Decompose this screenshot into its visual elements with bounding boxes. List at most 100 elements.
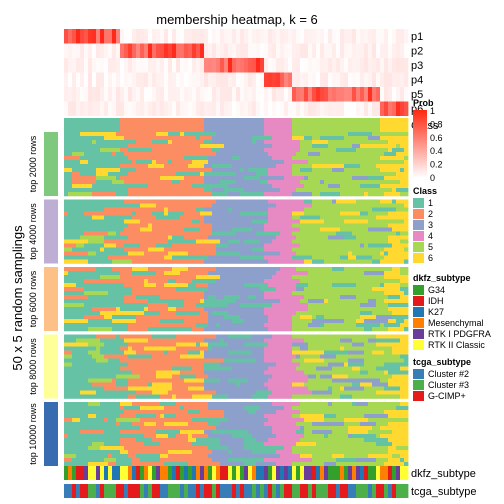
membership-cell — [292, 211, 305, 216]
prob-cell — [296, 101, 301, 116]
membership-cell — [208, 287, 217, 292]
membership-cell — [96, 180, 113, 185]
membership-cell — [172, 140, 185, 145]
membership-cell — [292, 215, 301, 220]
prob-cell — [288, 101, 293, 116]
membership-cell — [252, 311, 265, 316]
membership-cell — [276, 227, 281, 232]
prob-cell — [124, 58, 129, 73]
prob-cell — [400, 101, 405, 116]
membership-cell — [336, 354, 345, 359]
membership-cell — [196, 303, 217, 308]
prob-cell — [404, 87, 409, 102]
membership-cell — [400, 458, 405, 463]
membership-cell — [300, 410, 305, 415]
membership-cell — [292, 164, 313, 169]
membership-cell — [128, 334, 153, 339]
membership-cell — [164, 350, 169, 355]
membership-cell — [276, 164, 285, 169]
membership-cell — [172, 211, 185, 216]
membership-cell — [264, 350, 269, 355]
membership-cell — [164, 334, 177, 339]
membership-cell — [292, 275, 301, 280]
membership-cell — [188, 386, 205, 391]
membership-cell — [292, 172, 313, 177]
membership-cell — [328, 184, 341, 189]
membership-cell — [216, 418, 229, 423]
membership-cell — [72, 315, 85, 320]
membership-cell — [220, 378, 225, 383]
membership-cell — [236, 422, 241, 427]
prob-cell — [164, 87, 169, 102]
membership-cell — [208, 132, 217, 137]
membership-cell — [184, 156, 209, 161]
membership-cell — [168, 350, 177, 355]
subtype-cell — [304, 466, 309, 480]
membership-cell — [156, 418, 173, 423]
subtype-cell — [128, 466, 133, 480]
membership-cell — [368, 239, 389, 244]
membership-cell — [160, 319, 185, 324]
prob-cell — [288, 72, 293, 87]
prob-cell — [364, 87, 369, 102]
membership-cell — [300, 362, 317, 367]
membership-cell — [172, 160, 193, 165]
membership-cell — [284, 160, 289, 165]
membership-cell — [404, 390, 409, 395]
prob-cell — [76, 87, 81, 102]
prob-cell — [220, 87, 225, 102]
membership-cell — [384, 299, 397, 304]
class-cell — [268, 118, 273, 132]
membership-cell — [64, 219, 77, 224]
membership-cell — [248, 402, 253, 407]
membership-cell — [352, 176, 369, 181]
class-cell — [108, 118, 113, 132]
membership-cell — [180, 136, 197, 141]
membership-cell — [124, 243, 141, 248]
subtype-cell — [128, 484, 133, 498]
prob-cell — [120, 101, 125, 116]
membership-cell — [268, 243, 273, 248]
membership-cell — [172, 255, 189, 260]
membership-cell — [120, 438, 137, 443]
membership-cell — [304, 295, 321, 300]
prob-cell — [80, 43, 85, 58]
membership-cell — [292, 291, 309, 296]
membership-cell — [348, 450, 357, 455]
membership-cell — [200, 152, 217, 157]
membership-cell — [332, 378, 349, 383]
membership-cell — [84, 287, 109, 292]
membership-cell — [404, 136, 409, 141]
membership-cell — [240, 283, 245, 288]
membership-cell — [80, 299, 93, 304]
membership-cell — [200, 350, 205, 355]
prob-cell — [224, 87, 229, 102]
membership-cell — [352, 334, 377, 339]
membership-cell — [352, 275, 373, 280]
prob-cell — [216, 43, 221, 58]
membership-cell — [116, 192, 129, 197]
membership-cell — [336, 382, 353, 387]
membership-cell — [148, 382, 153, 387]
membership-cell — [336, 247, 361, 252]
prob-cell — [320, 101, 325, 116]
membership-cell — [116, 462, 133, 467]
membership-cell — [300, 354, 321, 359]
prob-cell — [68, 43, 73, 58]
membership-cell — [280, 295, 305, 300]
membership-cell — [400, 192, 409, 197]
membership-cell — [92, 132, 117, 137]
membership-cell — [264, 323, 269, 328]
membership-cell — [348, 255, 357, 260]
membership-cell — [304, 382, 325, 387]
subtype-cell — [192, 484, 197, 498]
prob-cell — [312, 87, 317, 102]
membership-cell — [300, 299, 309, 304]
membership-cell — [292, 414, 297, 419]
membership-cell — [264, 255, 269, 260]
membership-cell — [240, 315, 249, 320]
membership-cell — [264, 338, 281, 343]
membership-cell — [156, 315, 169, 320]
membership-cell — [300, 450, 321, 455]
